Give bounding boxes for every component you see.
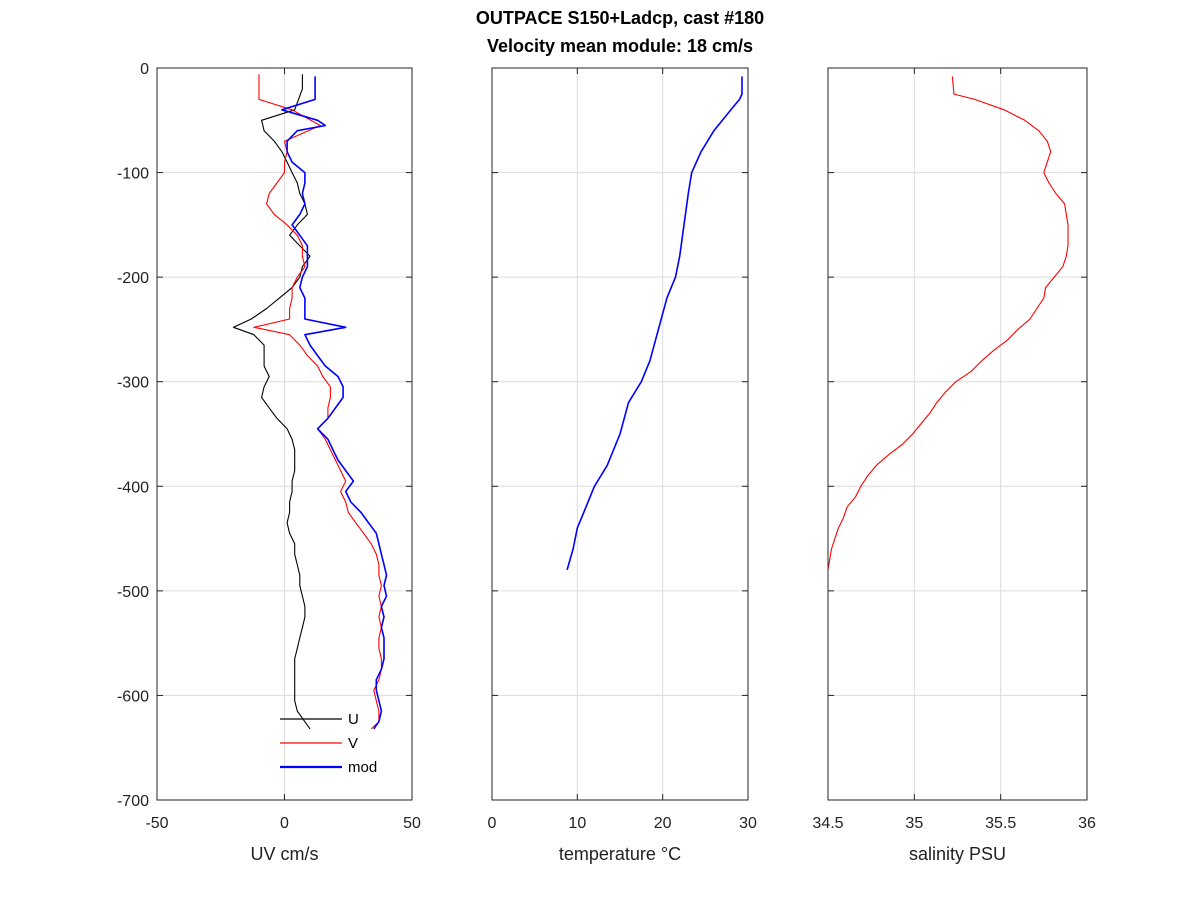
series-0 [566,76,743,571]
x-tick-label: 50 [403,815,421,832]
x-tick-label: 10 [568,815,586,832]
legend-label-mod: mod [348,759,377,776]
y-tick-label: -100 [117,166,149,183]
x-tick-label: 20 [654,815,672,832]
plot-area [828,68,1087,800]
y-tick-label: -400 [117,479,149,496]
x-tick-label: 34.5 [812,815,843,832]
series-mod [281,76,388,730]
chart-title: OUTPACE S150+Ladcp, cast #180 [476,8,764,28]
x-tick-label: -50 [145,815,168,832]
y-tick-label: -200 [117,270,149,287]
series-u [232,74,311,730]
chart-subtitle: Velocity mean module: 18 cm/s [487,36,753,56]
series-0 [827,76,1069,570]
x-tick-label: 0 [280,815,289,832]
axes-frame [827,67,1088,801]
x-tick-label: 35.5 [985,815,1016,832]
legend-label-u: U [348,711,359,728]
y-tick-label: -500 [117,584,149,601]
y-tick-label: -700 [117,793,149,810]
series-v [253,74,382,730]
x-axis-label: UV cm/s [250,844,318,864]
salinity-panel: 34.5 35 35.5 36 salinity PSU [812,67,1096,864]
x-tick-label: 36 [1078,815,1096,832]
x-axis-label: temperature °C [559,844,681,864]
y-tick-label: 0 [140,61,149,78]
x-tick-label: 30 [739,815,757,832]
legend-label-v: V [348,735,358,752]
x-tick-label: 0 [488,815,497,832]
y-tick-label: -600 [117,688,149,705]
axes-frame [491,67,749,801]
x-tick-label: 35 [905,815,923,832]
x-axis-label: salinity PSU [909,844,1006,864]
y-tick-label: -300 [117,375,149,392]
temperature-panel: 0 10 20 30 temperature °C [488,67,757,864]
